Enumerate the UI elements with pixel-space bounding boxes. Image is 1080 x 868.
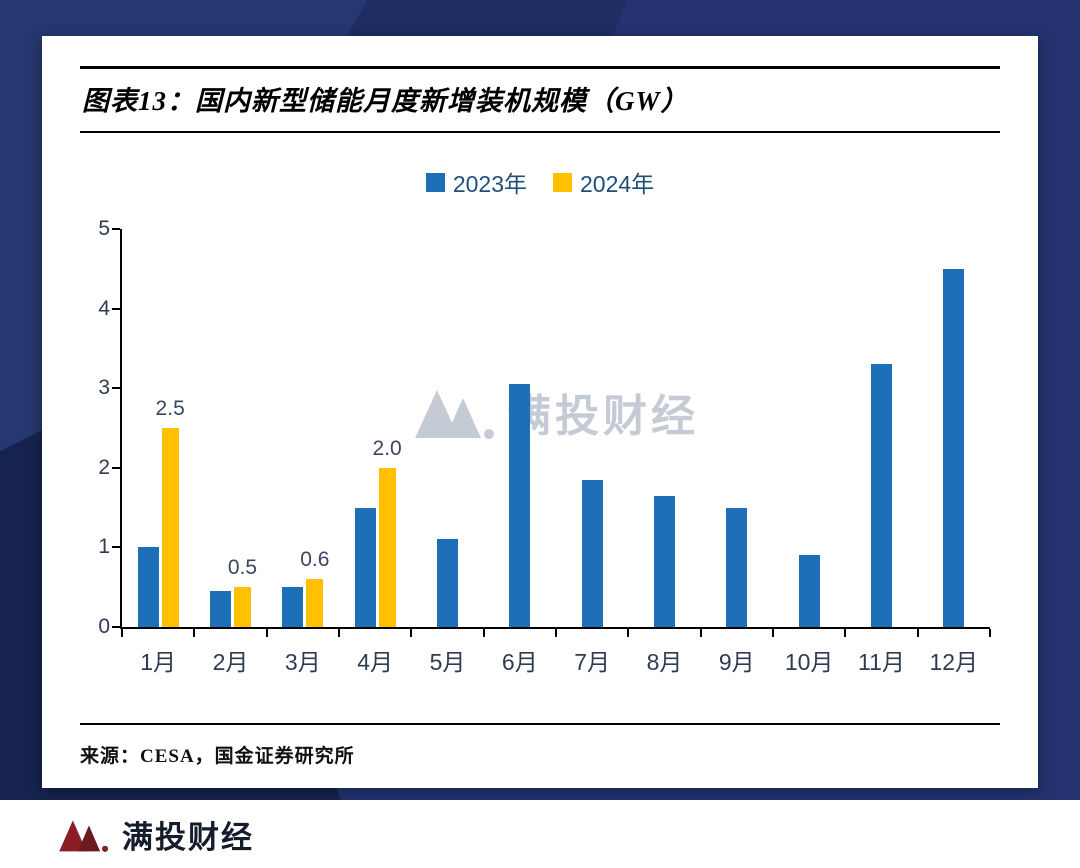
bar-group <box>918 229 990 627</box>
watermark-text: 满投财经 <box>507 392 699 442</box>
x-axis-label: 8月 <box>646 649 683 675</box>
bar-2024-wrap: 0.6 <box>300 548 329 627</box>
bar-2023 <box>726 507 748 627</box>
brand-name: 满投财经 <box>122 819 254 855</box>
x-axis-label: 11月 <box>858 649 905 675</box>
bar-2024 <box>233 587 251 627</box>
x-axis-tick-mark <box>916 629 919 637</box>
bar-value-label: 0.5 <box>227 556 258 580</box>
legend-swatch-2023 <box>425 172 445 192</box>
source-text: 来源：CESA，国金证券研究所 <box>80 746 355 767</box>
y-axis-tick-mark <box>112 387 120 390</box>
x-axis-label: 6月 <box>501 649 538 675</box>
legend-item-2023: 2023年 <box>425 165 527 199</box>
plot-area: 满投财经 2.5 0.5 0.6 2.0 <box>112 228 991 637</box>
y-axis-tick-mark <box>112 307 120 310</box>
x-axis-tick-mark <box>699 629 702 637</box>
x-axis-label: 2月 <box>212 649 249 675</box>
footer-bar: 满投财经 <box>0 800 1080 868</box>
x-axis-tick-mark <box>193 629 196 637</box>
bar-2024 <box>161 428 179 627</box>
y-axis-tick-label: 5 <box>98 217 110 240</box>
x-axis-tick-mark <box>844 629 847 637</box>
bar-2023 <box>436 539 458 627</box>
watermark-logo-icon <box>415 390 494 440</box>
bar-group <box>845 229 917 627</box>
y-axis-tick-mark <box>112 228 120 230</box>
x-axis-tick-mark <box>338 629 340 637</box>
bar-group: 2.0 <box>339 229 411 627</box>
bar-group <box>556 229 628 627</box>
bar-2024 <box>306 579 324 627</box>
source-block: 来源：CESA，国金证券研究所 <box>80 723 1000 768</box>
chart-title: 图表13：国内新型储能月度新增装机规模（GW） <box>82 86 689 116</box>
bar-value-label: 0.6 <box>300 548 330 572</box>
x-axis-label: 12月 <box>929 649 979 675</box>
y-axis: 0 1 2 3 4 5 <box>86 218 120 638</box>
x-axis-label: 5月 <box>429 649 466 675</box>
x-axis-label: 1月 <box>140 649 177 675</box>
bar-group <box>628 229 700 627</box>
x-axis-tick-mark <box>772 629 774 637</box>
y-axis-tick-label: 4 <box>98 296 110 320</box>
bar-group <box>484 229 556 627</box>
bar-value-label: 2.5 <box>155 397 185 420</box>
y-axis-tick-mark <box>112 546 120 549</box>
bar-groups: 2.5 0.5 0.6 2.0 <box>122 229 990 627</box>
x-axis-tick-mark <box>121 629 123 637</box>
x-axis-tick-mark <box>555 629 557 637</box>
bar-2023 <box>798 555 820 627</box>
bar-2023 <box>870 364 892 627</box>
x-axis-tick-mark <box>482 629 485 637</box>
x-axis-label: 4月 <box>357 649 394 675</box>
bar-2024-wrap: 2.5 <box>156 397 185 627</box>
chart-title-block: 图表13：国内新型储能月度新增装机规模（GW） <box>80 66 1000 133</box>
y-axis-tick-label: 0 <box>98 615 110 638</box>
bar-2023 <box>943 268 965 627</box>
x-axis-labels: 1月 2月 3月 4月 5月 6月 7月 8月 9月 10月 11月 12月 <box>122 643 990 677</box>
x-axis-tick-mark <box>410 629 413 637</box>
legend-item-2024: 2024年 <box>553 165 654 199</box>
x-axis-tick-mark <box>265 629 268 637</box>
bar-2023 <box>581 479 603 627</box>
legend-swatch-2024 <box>553 172 572 192</box>
chart-area: 0 1 2 3 4 5 满投财经 2.5 0.5 0.6 2.0 1月 2月 3月 4月 5月 6月 7月 8… <box>86 218 991 677</box>
legend-label-2024: 2024年 <box>580 171 655 197</box>
x-axis-tick-mark <box>627 629 630 637</box>
y-axis-tick-mark <box>112 626 120 628</box>
bar-2023 <box>509 384 531 627</box>
watermark: 满投财经 <box>413 380 699 444</box>
x-axis-tick-mark <box>989 629 991 637</box>
bar-2023 <box>137 547 159 627</box>
bar-group: 0.5 <box>194 229 266 627</box>
bar-group: 2.5 <box>122 229 194 627</box>
bar-group <box>701 229 773 627</box>
y-axis-tick-mark <box>112 466 120 469</box>
bar-2023 <box>653 495 675 627</box>
bar-group: 0.6 <box>267 229 339 627</box>
x-axis-label: 10月 <box>784 649 834 675</box>
x-axis-label: 7月 <box>574 649 611 675</box>
bar-2023 <box>282 587 304 627</box>
bar-2024-wrap: 2.0 <box>373 437 402 627</box>
bar-value-label: 2.0 <box>372 436 402 460</box>
plot-wrap: 满投财经 2.5 0.5 0.6 2.0 1月 2月 3月 4月 5月 6月 7月 8月 9月 10月 1… <box>112 228 991 677</box>
x-axis-label: 3月 <box>284 649 321 675</box>
brand-logo-icon <box>59 820 109 852</box>
chart-card: 图表13：国内新型储能月度新增装机规模（GW） 2023年 2024年 0 1 2 3… <box>42 36 1038 788</box>
y-axis-tick-label: 2 <box>98 455 110 479</box>
bar-2023 <box>209 591 231 627</box>
bar-2024-wrap: 0.5 <box>228 556 257 627</box>
bar-2024 <box>378 467 396 627</box>
bar-group <box>773 229 845 627</box>
bar-group <box>411 229 483 627</box>
y-axis-tick-label: 1 <box>98 535 110 559</box>
chart-legend: 2023年 2024年 <box>42 165 1038 199</box>
x-axis-label: 9月 <box>718 649 755 675</box>
bar-2023 <box>354 507 376 627</box>
y-axis-tick-label: 3 <box>98 376 110 400</box>
legend-label-2023: 2023年 <box>452 171 527 197</box>
